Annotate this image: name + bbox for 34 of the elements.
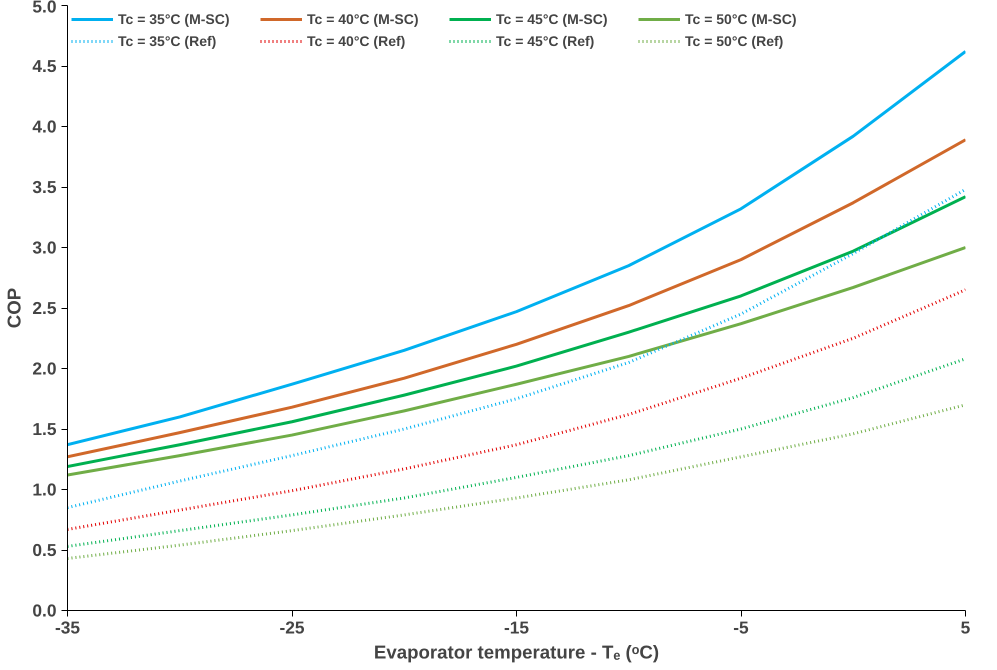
- legend-label: Tc = 45°C (Ref): [496, 33, 596, 49]
- y-tick-label: 0.0: [32, 600, 57, 620]
- line-series: [68, 195, 966, 468]
- line-series: [68, 357, 966, 548]
- line-series: [68, 246, 966, 476]
- line-series: [68, 138, 966, 458]
- x-tick-label: -35: [54, 618, 80, 638]
- legend-label: Tc = 35°C (M-SC): [118, 11, 231, 27]
- legend-label: Tc = 40°C (M-SC): [307, 11, 420, 27]
- line-series: [68, 50, 966, 446]
- y-tick-label: 2.0: [32, 358, 57, 378]
- x-tick-label: -15: [504, 618, 530, 638]
- line-series: [68, 188, 966, 510]
- y-tick-label: 4.5: [32, 56, 57, 76]
- line-series: [68, 403, 966, 560]
- y-tick-label: 2.5: [32, 298, 57, 318]
- x-tick-label: -5: [733, 618, 750, 638]
- x-tick-label: -25: [279, 618, 305, 638]
- y-tick-label: 3.0: [32, 238, 57, 258]
- y-tick-label: 0.5: [32, 540, 57, 560]
- legend-label: Tc = 40°C (Ref): [307, 33, 406, 49]
- y-tick-label: 5.0: [32, 0, 57, 16]
- y-tick-label: 4.0: [32, 116, 57, 136]
- legend-label: Tc = 35°C (Ref): [118, 33, 218, 49]
- legend-label: Tc = 50°C (Ref): [685, 33, 784, 49]
- legend-label: Tc = 50°C (M-SC): [685, 11, 798, 27]
- y-tick-label: 1.0: [32, 480, 57, 500]
- y-tick-label: 1.5: [32, 419, 57, 439]
- x-tick-label: 5: [960, 618, 971, 638]
- legend-label: Tc = 45°C (M-SC): [496, 11, 609, 27]
- x-axis-title: Evaporator temperature - Tₑ (ᵒC): [374, 642, 660, 662]
- y-tick-label: 3.5: [32, 177, 57, 197]
- y-axis-title: COP: [3, 288, 24, 328]
- line-series: [68, 288, 966, 531]
